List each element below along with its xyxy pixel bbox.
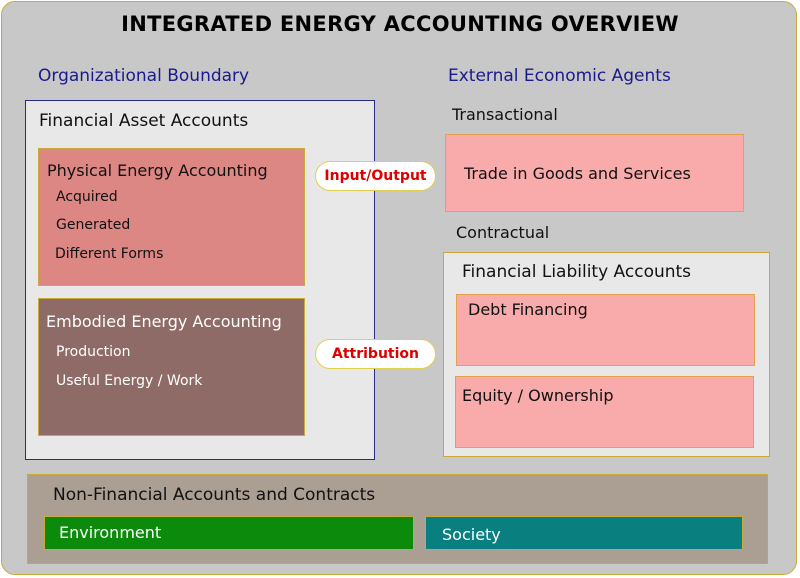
equity-ownership-box: Equity / Ownership — [455, 376, 754, 448]
non-financial-title: Non-Financial Accounts and Contracts — [53, 485, 376, 505]
attribution-connector: Attribution — [315, 339, 436, 369]
society-box: Society — [425, 516, 743, 550]
embodied-item-useful-energy: Useful Energy / Work — [56, 373, 203, 389]
physical-energy-accounting-box: Physical Energy Accounting Acquired Gene… — [38, 148, 305, 286]
financial-asset-accounts-label: Financial Asset Accounts — [39, 111, 249, 131]
contractual-label: Contractual — [456, 223, 550, 242]
debt-financing-label: Debt Financing — [468, 300, 588, 319]
embodied-item-production: Production — [56, 344, 131, 360]
external-economic-agents-heading: External Economic Agents — [448, 66, 671, 86]
financial-liability-accounts-title: Financial Liability Accounts — [462, 262, 692, 282]
debt-financing-box: Debt Financing — [456, 294, 755, 366]
environment-box: Environment — [44, 516, 414, 550]
trade-label: Trade in Goods and Services — [464, 164, 691, 183]
transactional-label: Transactional — [452, 105, 558, 124]
organizational-boundary-heading: Organizational Boundary — [38, 66, 250, 86]
input-output-connector: Input/Output — [315, 161, 436, 191]
physical-item-different-forms: Different Forms — [55, 246, 164, 262]
diagram-title: INTEGRATED ENERGY ACCOUNTING OVERVIEW — [121, 12, 679, 36]
physical-item-generated: Generated — [56, 217, 131, 233]
trade-box: Trade in Goods and Services — [445, 134, 744, 212]
physical-energy-accounting-title: Physical Energy Accounting — [47, 161, 268, 180]
embodied-energy-accounting-box: Embodied Energy Accounting Production Us… — [38, 298, 305, 436]
equity-ownership-label: Equity / Ownership — [462, 386, 614, 405]
embodied-energy-accounting-title: Embodied Energy Accounting — [46, 312, 282, 331]
physical-item-acquired: Acquired — [56, 189, 118, 205]
